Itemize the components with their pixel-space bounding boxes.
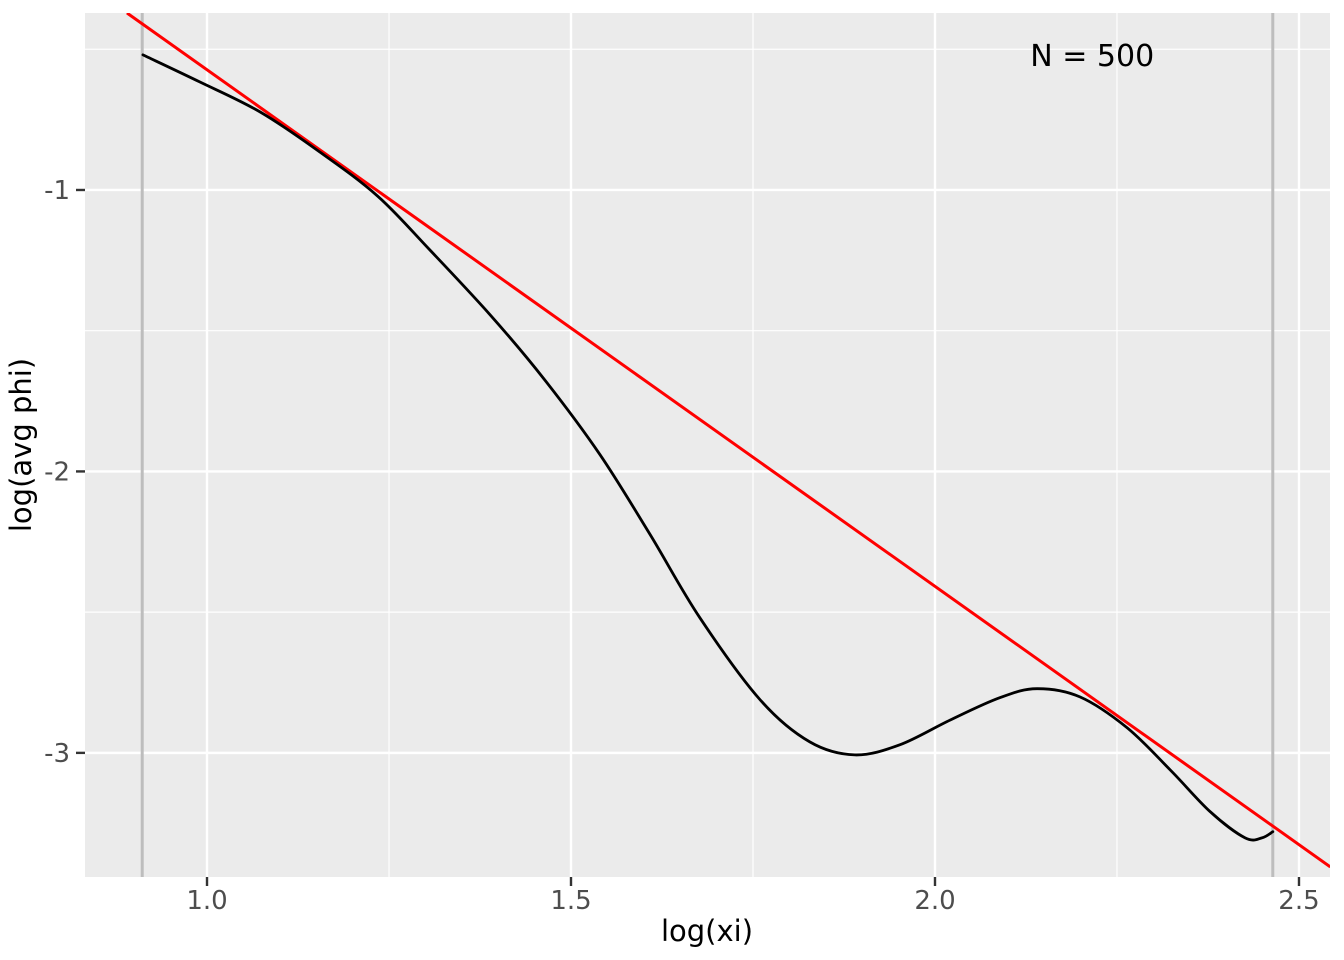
x-tick-label: 1.5 (550, 886, 591, 916)
x-axis-title: log(xi) (661, 914, 753, 948)
x-tick-label: 2.0 (914, 886, 955, 916)
y-tick-label: -1 (44, 176, 70, 206)
avg-phi-curve (141, 53, 1275, 842)
sample-size-annotation: N = 500 (1030, 39, 1154, 74)
x-tick-label: 1.0 (186, 886, 227, 916)
power-law-fit-line (126, 13, 1330, 869)
y-tick-label: -3 (44, 739, 70, 769)
data-series (126, 13, 1330, 869)
axes: 1.0 1.5 2.0 2.5 -1 -2 -3 (44, 176, 1320, 916)
y-axis-title: log(avg phi) (4, 358, 38, 532)
x-tick-label: 2.5 (1278, 886, 1319, 916)
boundary-vlines (140, 13, 1275, 877)
panel-background (85, 13, 1330, 877)
major-gridlines (85, 13, 1330, 877)
minor-gridlines (85, 13, 1330, 877)
y-tick-label: -2 (44, 457, 70, 487)
plot-panel (85, 13, 1330, 877)
